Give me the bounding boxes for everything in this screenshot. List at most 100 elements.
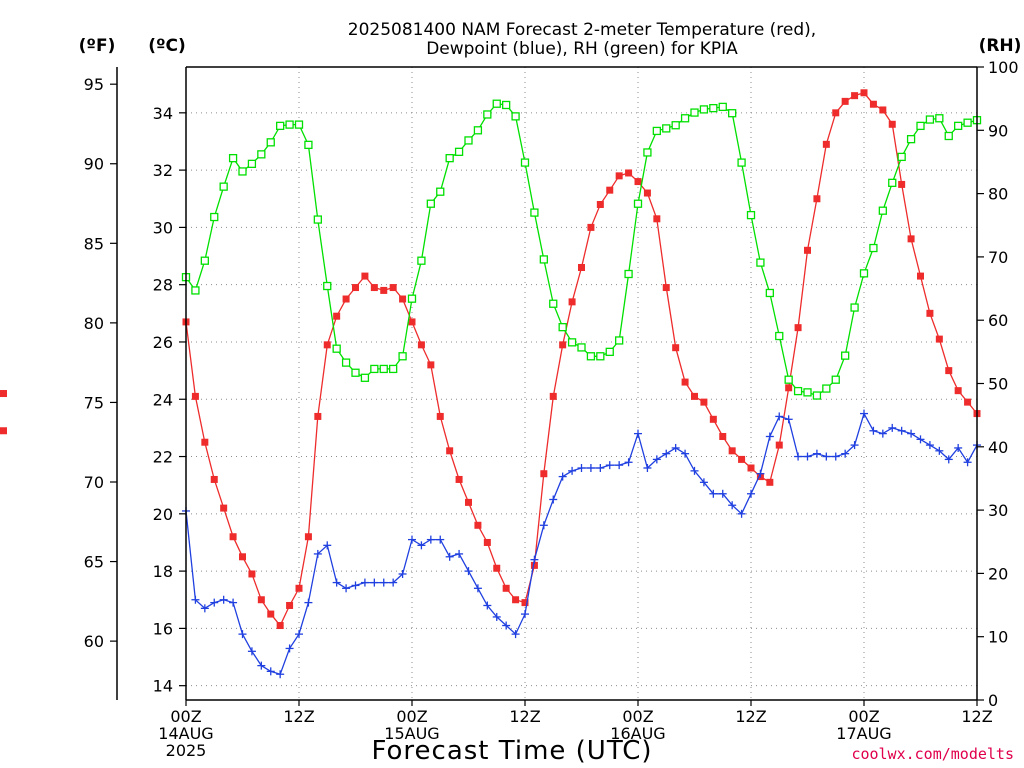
temperature-point [860, 89, 868, 97]
temperature-point [352, 284, 359, 292]
rh-point [944, 131, 953, 141]
dewpoint-point [276, 670, 285, 679]
temperature-point [813, 195, 821, 203]
rh-point [690, 108, 699, 117]
rh-tick-label: 90 [988, 121, 1008, 140]
x-tick-label: 00Z [396, 707, 427, 726]
temperature-point [879, 106, 887, 114]
dewpoint-point [916, 435, 925, 444]
temperature-point [502, 584, 510, 592]
dewpoint-point [944, 455, 953, 464]
rh-point [831, 375, 840, 384]
dewpoint-point [521, 610, 529, 619]
rh-point [520, 158, 530, 167]
rh-point [888, 178, 897, 187]
temperature-point [540, 470, 548, 478]
temperature-point [719, 432, 727, 440]
dewpoint-point [483, 601, 492, 610]
temperature-point [267, 610, 275, 618]
dewpoint-point [925, 441, 934, 450]
rh-point [775, 331, 784, 341]
x-tick-label: 12Z [283, 707, 314, 726]
dewpoint-point [210, 598, 219, 607]
temperature-point [257, 596, 265, 604]
dewpoint-point [747, 489, 755, 498]
x-tick-label: 2025 [166, 741, 207, 760]
temperature-point [907, 235, 915, 243]
rh-point [850, 303, 859, 312]
celsius-tick-label: 34 [153, 104, 173, 123]
temperature-point [832, 109, 840, 117]
rh-point [737, 158, 746, 167]
dewpoint-point [803, 452, 812, 461]
dewpoint-point [455, 549, 464, 558]
dewpoint-point [737, 509, 746, 518]
temperature-point [191, 392, 199, 400]
rh-point [859, 269, 869, 278]
temperature-point [587, 223, 595, 231]
dewpoint-point [756, 469, 765, 478]
dewpoint-point [577, 463, 586, 472]
rh-point [483, 110, 492, 119]
dewpoint-point [229, 598, 238, 607]
dewpoint-point [775, 412, 784, 421]
dewpoint-point [671, 443, 680, 452]
rh-point [502, 100, 511, 110]
dewpoint-point [935, 446, 944, 455]
rh-point [549, 299, 558, 308]
temperature-series-line [185, 92, 978, 627]
dewpoint-point [473, 584, 482, 593]
temperature-point [342, 295, 350, 303]
fahrenheit-tick-label: 85 [84, 234, 104, 253]
rh-point [652, 126, 661, 136]
temperature-point [408, 318, 416, 326]
temperature-point [295, 584, 303, 592]
rh-point [294, 120, 304, 129]
temperature-point [662, 284, 670, 292]
dewpoint-point [238, 630, 247, 639]
dewpoint-point [954, 443, 963, 452]
rh-point [492, 99, 501, 108]
celsius-tick-label: 30 [153, 218, 173, 237]
fahrenheit-tick-label: 95 [84, 75, 104, 94]
dewpoint-point [728, 501, 737, 510]
temperature-point [248, 570, 256, 578]
dewpoint-point [323, 541, 332, 550]
rh-point [615, 336, 624, 345]
dewpoint-point [822, 452, 831, 461]
rh-point [765, 288, 774, 298]
temperature-point [493, 564, 501, 572]
rh-point [539, 255, 548, 264]
temperature-point [700, 398, 708, 406]
rh-tick-label: 40 [988, 438, 1008, 457]
temperature-point [286, 601, 294, 609]
temperature-point [935, 335, 943, 343]
rh-point [257, 150, 266, 159]
rh-point [351, 368, 360, 377]
rh-point [699, 105, 709, 114]
rh-point [906, 135, 916, 144]
dewpoint-point [247, 647, 256, 656]
fahrenheit-tick-label: 65 [84, 553, 104, 572]
rh-point [266, 138, 275, 147]
celsius-tick-label: 16 [153, 619, 173, 638]
dewpoint-point [784, 415, 793, 424]
fahrenheit-tick-label: 75 [84, 393, 104, 412]
temperature-point [276, 622, 284, 630]
temperature-point [0, 427, 7, 435]
fahrenheit-tick-label: 80 [84, 314, 104, 333]
rh-point [605, 347, 614, 357]
rh-point [624, 269, 633, 279]
rh-point [407, 294, 417, 303]
temperature-point [210, 475, 218, 483]
rh-point [436, 187, 445, 196]
dewpoint-point [511, 630, 520, 639]
chart-title-line-1: 2025081400 NAM Forecast 2-meter Temperat… [348, 20, 816, 40]
dewpoint-point [907, 429, 916, 438]
temperature-point [775, 441, 783, 449]
temperature-point [888, 120, 896, 128]
dewpoint-point [897, 426, 906, 435]
rh-tick-label: 100 [988, 58, 1019, 77]
rh-point [935, 114, 944, 123]
rh-point [671, 121, 680, 130]
